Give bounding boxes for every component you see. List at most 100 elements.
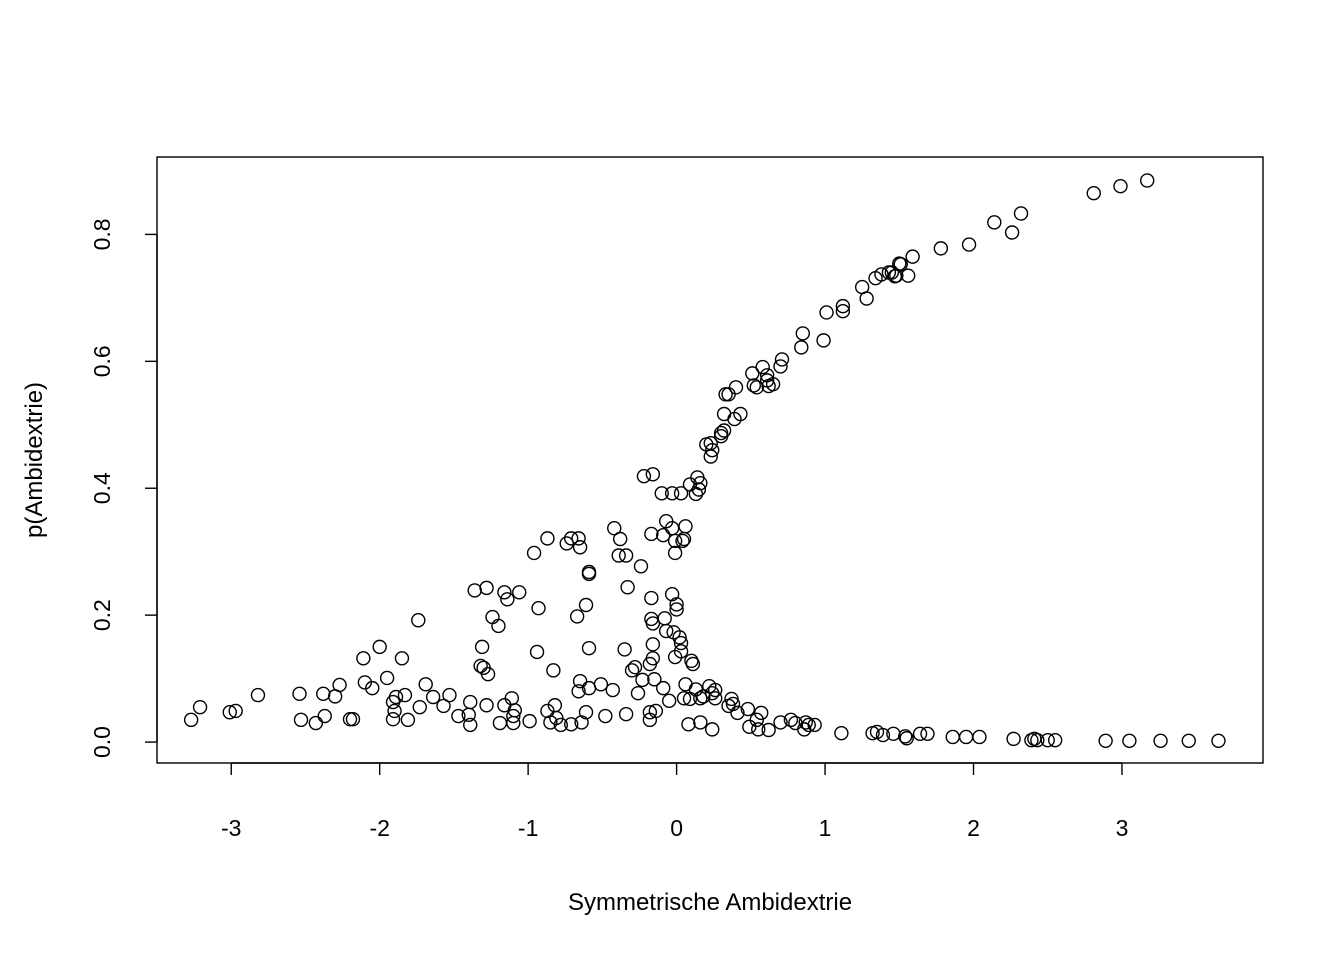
- data-point: [549, 710, 564, 726]
- data-point: [659, 623, 674, 639]
- data-point: [605, 682, 620, 698]
- x-tick-label: 0: [670, 815, 683, 841]
- data-point: [958, 729, 974, 745]
- data-point: [740, 701, 756, 717]
- data-point: [672, 630, 687, 645]
- data-point: [293, 712, 309, 728]
- data-point: [387, 703, 402, 719]
- data-point: [635, 672, 650, 688]
- data-point: [412, 699, 427, 715]
- data-point: [673, 644, 689, 659]
- x-tick-label: 2: [967, 815, 980, 841]
- data-point: [569, 609, 585, 624]
- data-point: [656, 527, 671, 543]
- data-point: [308, 715, 324, 731]
- data-point: [751, 722, 766, 737]
- data-point: [693, 691, 708, 706]
- data-point: [497, 585, 512, 600]
- data-point: [654, 486, 669, 501]
- data-point: [607, 521, 622, 536]
- data-point: [394, 651, 410, 666]
- x-tick-label: -1: [518, 815, 538, 841]
- data-point: [540, 703, 555, 719]
- data-point: [451, 708, 466, 724]
- data-point: [645, 467, 661, 482]
- data-point: [571, 684, 586, 699]
- data-point: [342, 712, 358, 727]
- data-point: [798, 715, 813, 730]
- data-point: [379, 670, 395, 686]
- data-point: [572, 540, 588, 555]
- data-point: [492, 715, 508, 731]
- plot-frame: [156, 156, 1264, 764]
- data-point: [388, 689, 404, 705]
- data-point: [961, 237, 977, 252]
- data-point: [400, 712, 416, 728]
- data-point: [563, 717, 579, 732]
- data-point: [693, 715, 708, 730]
- data-point: [1013, 206, 1029, 221]
- data-point: [716, 423, 732, 438]
- data-point: [721, 387, 736, 402]
- data-point: [912, 726, 928, 742]
- data-point: [540, 531, 555, 546]
- x-tick-label: 3: [1116, 815, 1129, 841]
- data-point: [755, 359, 770, 375]
- data-point: [678, 519, 693, 534]
- data-point: [945, 729, 960, 745]
- x-tick-label: -3: [221, 815, 241, 841]
- data-point: [859, 291, 874, 306]
- data-point: [627, 659, 643, 675]
- x-tick-label: 1: [819, 815, 832, 841]
- data-point: [385, 712, 401, 727]
- data-point: [664, 587, 680, 602]
- y-tick-label: 0.6: [89, 345, 115, 377]
- data-point: [345, 712, 361, 727]
- data-point: [893, 257, 908, 272]
- data-point: [526, 545, 542, 561]
- data-point: [474, 639, 490, 655]
- data-point: [987, 215, 1002, 230]
- data-point: [491, 618, 506, 634]
- data-point: [898, 729, 913, 744]
- data-point: [648, 703, 664, 719]
- data-point: [581, 566, 597, 582]
- data-point: [512, 585, 527, 600]
- x-tick-label: -2: [369, 815, 389, 841]
- data-point: [774, 352, 790, 367]
- data-points: [183, 173, 1226, 748]
- data-point: [479, 698, 494, 713]
- data-point: [480, 666, 496, 682]
- data-point: [673, 486, 689, 501]
- data-point: [1086, 185, 1101, 201]
- data-point: [642, 712, 658, 728]
- data-point: [713, 425, 729, 441]
- data-point: [593, 677, 609, 692]
- y-axis: 0.0 0.2 0.4 0.6 0.8: [89, 218, 158, 758]
- data-point: [563, 531, 579, 546]
- data-point: [630, 685, 646, 701]
- data-point: [529, 644, 545, 660]
- data-point: [316, 686, 331, 702]
- data-point: [1098, 733, 1113, 748]
- data-point: [372, 639, 387, 655]
- data-point: [332, 677, 347, 693]
- data-point: [875, 727, 891, 743]
- data-point: [397, 687, 413, 703]
- data-point: [1181, 733, 1196, 748]
- data-point: [572, 673, 588, 689]
- data-point: [506, 708, 521, 724]
- data-point: [669, 602, 684, 617]
- data-point: [425, 689, 441, 705]
- data-point: [1153, 733, 1168, 748]
- data-point: [578, 705, 594, 720]
- data-point: [1211, 733, 1226, 748]
- data-point: [664, 486, 680, 501]
- data-point: [801, 717, 816, 733]
- data-point: [745, 366, 760, 381]
- data-point: [418, 677, 433, 692]
- data-point: [473, 658, 488, 674]
- data-point: [1122, 733, 1137, 748]
- data-point: [436, 698, 451, 714]
- data-point: [905, 249, 920, 264]
